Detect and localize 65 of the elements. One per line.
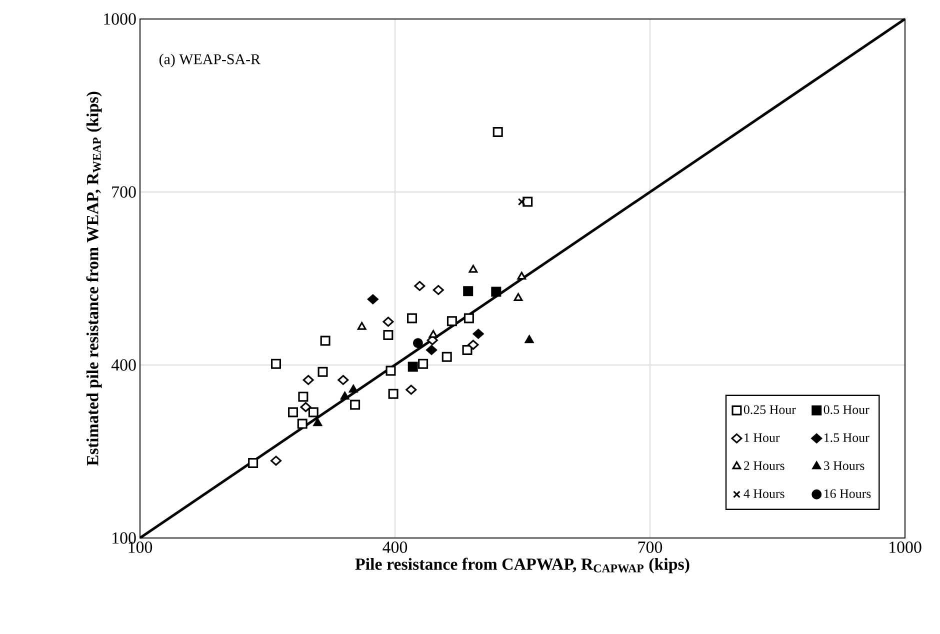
point	[492, 127, 503, 138]
point	[518, 198, 526, 206]
point	[418, 358, 428, 369]
point	[270, 456, 282, 466]
point	[491, 286, 502, 297]
point	[408, 362, 418, 372]
point	[414, 280, 426, 291]
y-tick-label: 400	[111, 359, 136, 371]
point	[464, 313, 474, 324]
point	[308, 407, 318, 418]
x-tick-label: 400	[382, 542, 408, 553]
y-axis-title: Estimated pile resistance from WEAP, R$_{WEAP}$ (kips)	[86, 92, 102, 466]
point	[428, 330, 438, 338]
legend-label: 3 Hours	[824, 461, 864, 470]
legend-label: 1.5 Hour	[824, 433, 870, 442]
point	[313, 418, 322, 426]
point	[382, 316, 394, 327]
point	[388, 388, 398, 399]
point	[298, 392, 308, 402]
legend-label: 2 Hours	[744, 461, 784, 470]
legend-label: 1 Hour	[744, 433, 780, 442]
point	[302, 374, 314, 385]
x-tick-label: 1000	[890, 542, 922, 553]
y-tick-label: 1000	[104, 13, 136, 25]
point	[406, 384, 417, 395]
point	[350, 400, 360, 410]
point	[407, 313, 418, 324]
x-axis-title: Pile resistance from CAPWAP, R$_{CAPWAP}$ (kips)	[355, 558, 690, 574]
point	[288, 407, 298, 418]
point	[522, 196, 533, 207]
point	[348, 384, 358, 393]
point	[318, 366, 328, 377]
y-tick-label: 700	[112, 186, 136, 198]
legend-label: 0.25 Hour	[744, 405, 796, 414]
point	[412, 338, 423, 348]
point	[357, 322, 366, 330]
point	[463, 286, 474, 296]
y-tick-label: 100	[112, 532, 136, 544]
point	[468, 264, 478, 273]
point	[367, 294, 378, 304]
point	[462, 344, 472, 355]
point	[524, 335, 534, 344]
point	[442, 352, 452, 362]
point	[517, 272, 526, 280]
annotation: (a) WEAP-SA-R	[159, 54, 260, 68]
point	[446, 316, 457, 326]
x-tick-label: 100	[128, 542, 152, 553]
point	[514, 293, 523, 301]
point	[338, 374, 349, 385]
point	[472, 328, 484, 339]
legend-label: 4 Hours	[744, 489, 784, 498]
point	[432, 285, 444, 296]
point	[297, 418, 308, 429]
point	[386, 366, 396, 376]
legend-label: 16 Hours	[824, 489, 871, 498]
point	[271, 358, 282, 369]
point	[426, 344, 438, 355]
legend-label: 0.5 Hour	[824, 405, 870, 414]
point	[340, 392, 350, 400]
point	[468, 340, 479, 350]
point	[383, 330, 394, 340]
point	[320, 336, 330, 346]
x-tick-label: 700	[638, 542, 662, 553]
point	[248, 458, 258, 468]
point	[300, 402, 312, 412]
